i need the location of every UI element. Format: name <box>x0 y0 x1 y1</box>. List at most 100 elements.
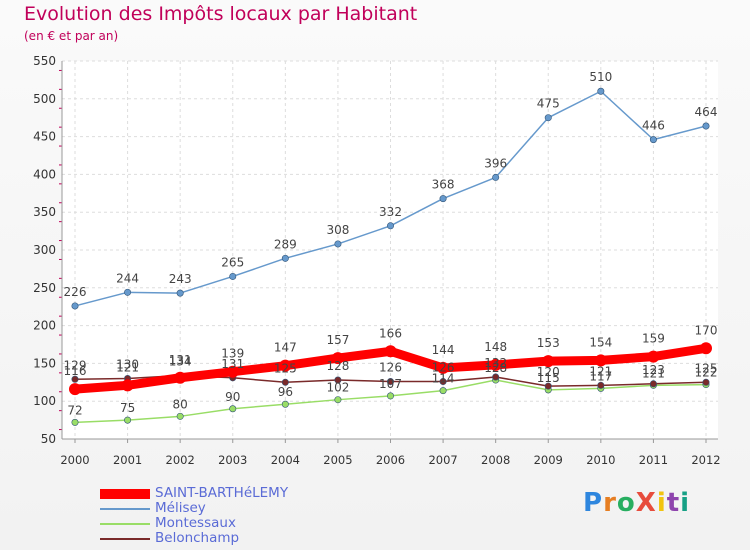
data-point-2 <box>334 396 342 404</box>
data-point-0 <box>69 383 81 396</box>
data-point-3 <box>439 378 447 386</box>
legend-item: Belonchamp <box>100 531 288 546</box>
data-label-0: 148 <box>484 340 507 354</box>
data-label-3: 131 <box>221 357 244 371</box>
data-point-3 <box>71 375 79 383</box>
data-point-2 <box>229 405 237 413</box>
logo-letter: i <box>656 488 667 518</box>
data-point-1 <box>597 87 605 95</box>
data-label-3: 120 <box>537 365 560 379</box>
data-point-3 <box>281 378 289 386</box>
data-label-3: 129 <box>64 358 87 372</box>
data-label-3: 123 <box>642 363 665 377</box>
data-label-3: 125 <box>695 361 718 375</box>
data-label-1: 265 <box>221 255 244 269</box>
data-label-1: 510 <box>589 70 612 84</box>
data-label-1: 332 <box>379 205 402 219</box>
data-point-3 <box>492 373 500 381</box>
data-point-1 <box>544 114 552 122</box>
legend-item: Montessaux <box>100 516 288 531</box>
data-point-2 <box>71 418 79 426</box>
data-point-1 <box>702 122 710 130</box>
data-point-0 <box>279 359 292 372</box>
data-label-0: 157 <box>326 333 349 347</box>
data-point-3 <box>544 382 552 390</box>
y-tick-label: 200 <box>33 319 56 333</box>
data-label-2: 121 <box>642 366 665 380</box>
data-label-1: 243 <box>169 272 192 286</box>
data-point-2 <box>386 392 394 400</box>
data-label-1: 289 <box>274 237 297 251</box>
x-tick-label: 2010 <box>586 453 615 467</box>
data-point-3 <box>702 378 710 386</box>
y-tick-label: 50 <box>41 432 56 446</box>
legend-swatch <box>100 522 150 525</box>
data-label-1: 446 <box>642 119 665 133</box>
data-label-3: 126 <box>379 361 402 375</box>
data-label-3: 134 <box>169 354 192 368</box>
data-label-2: 128 <box>484 361 507 375</box>
x-tick-label: 2004 <box>271 453 300 467</box>
y-tick-label: 400 <box>33 167 56 181</box>
data-label-3: 125 <box>274 361 297 375</box>
proxiti-logo: ProXiti <box>583 488 690 518</box>
data-point-0 <box>226 365 239 378</box>
data-label-3: 126 <box>432 361 455 375</box>
legend-label: Belonchamp <box>155 530 240 546</box>
data-label-2: 122 <box>695 366 718 380</box>
data-label-0: 170 <box>695 323 718 337</box>
data-point-1 <box>229 272 237 280</box>
x-tick-label: 2001 <box>113 453 142 467</box>
data-point-1 <box>71 302 79 310</box>
data-point-3 <box>649 380 657 388</box>
x-tick-label: 2007 <box>428 453 457 467</box>
logo-letter: X <box>635 488 657 518</box>
legend-label: Montessaux <box>155 515 236 531</box>
data-label-1: 368 <box>432 178 455 192</box>
data-point-0 <box>437 361 450 374</box>
chart-subtitle: (en € et par an) <box>24 29 119 43</box>
data-point-0 <box>331 352 344 365</box>
logo-letter: o <box>616 488 636 518</box>
data-point-3 <box>334 376 342 384</box>
data-label-1: 308 <box>326 223 349 237</box>
data-point-1 <box>439 195 447 203</box>
data-point-0 <box>594 354 607 367</box>
legend-swatch <box>100 507 150 510</box>
y-tick-label: 550 <box>33 54 56 68</box>
data-point-3 <box>386 378 394 386</box>
data-label-0: 147 <box>274 341 297 355</box>
data-label-1: 464 <box>695 105 718 119</box>
y-tick-label: 300 <box>33 243 56 257</box>
data-point-2 <box>124 416 132 424</box>
x-tick-label: 2002 <box>166 453 195 467</box>
data-point-2 <box>281 400 289 408</box>
y-tick-label: 150 <box>33 356 56 370</box>
logo-letter: r <box>603 488 617 518</box>
data-label-2: 117 <box>589 369 612 383</box>
data-label-0: 153 <box>537 336 560 350</box>
data-point-0 <box>174 371 187 384</box>
x-tick-label: 2003 <box>218 453 247 467</box>
data-label-1: 244 <box>116 271 139 285</box>
data-label-0: 144 <box>432 343 455 357</box>
data-label-2: 72 <box>67 403 82 417</box>
data-label-0: 121 <box>116 360 139 374</box>
logo-letter: P <box>583 488 604 518</box>
data-point-0 <box>647 350 660 363</box>
y-tick-label: 100 <box>33 394 56 408</box>
data-label-0: 159 <box>642 332 665 346</box>
y-tick-label: 350 <box>33 205 56 219</box>
data-label-0: 131 <box>169 353 192 367</box>
data-label-1: 396 <box>484 156 507 170</box>
legend-item: SAINT-BARTHéLEMY <box>100 486 288 501</box>
data-label-0: 139 <box>221 347 244 361</box>
legend-swatch <box>100 537 150 540</box>
data-point-2 <box>439 387 447 395</box>
data-label-0: 154 <box>589 335 612 349</box>
data-point-1 <box>492 173 500 181</box>
data-point-3 <box>597 381 605 389</box>
y-tick-label: 450 <box>33 130 56 144</box>
